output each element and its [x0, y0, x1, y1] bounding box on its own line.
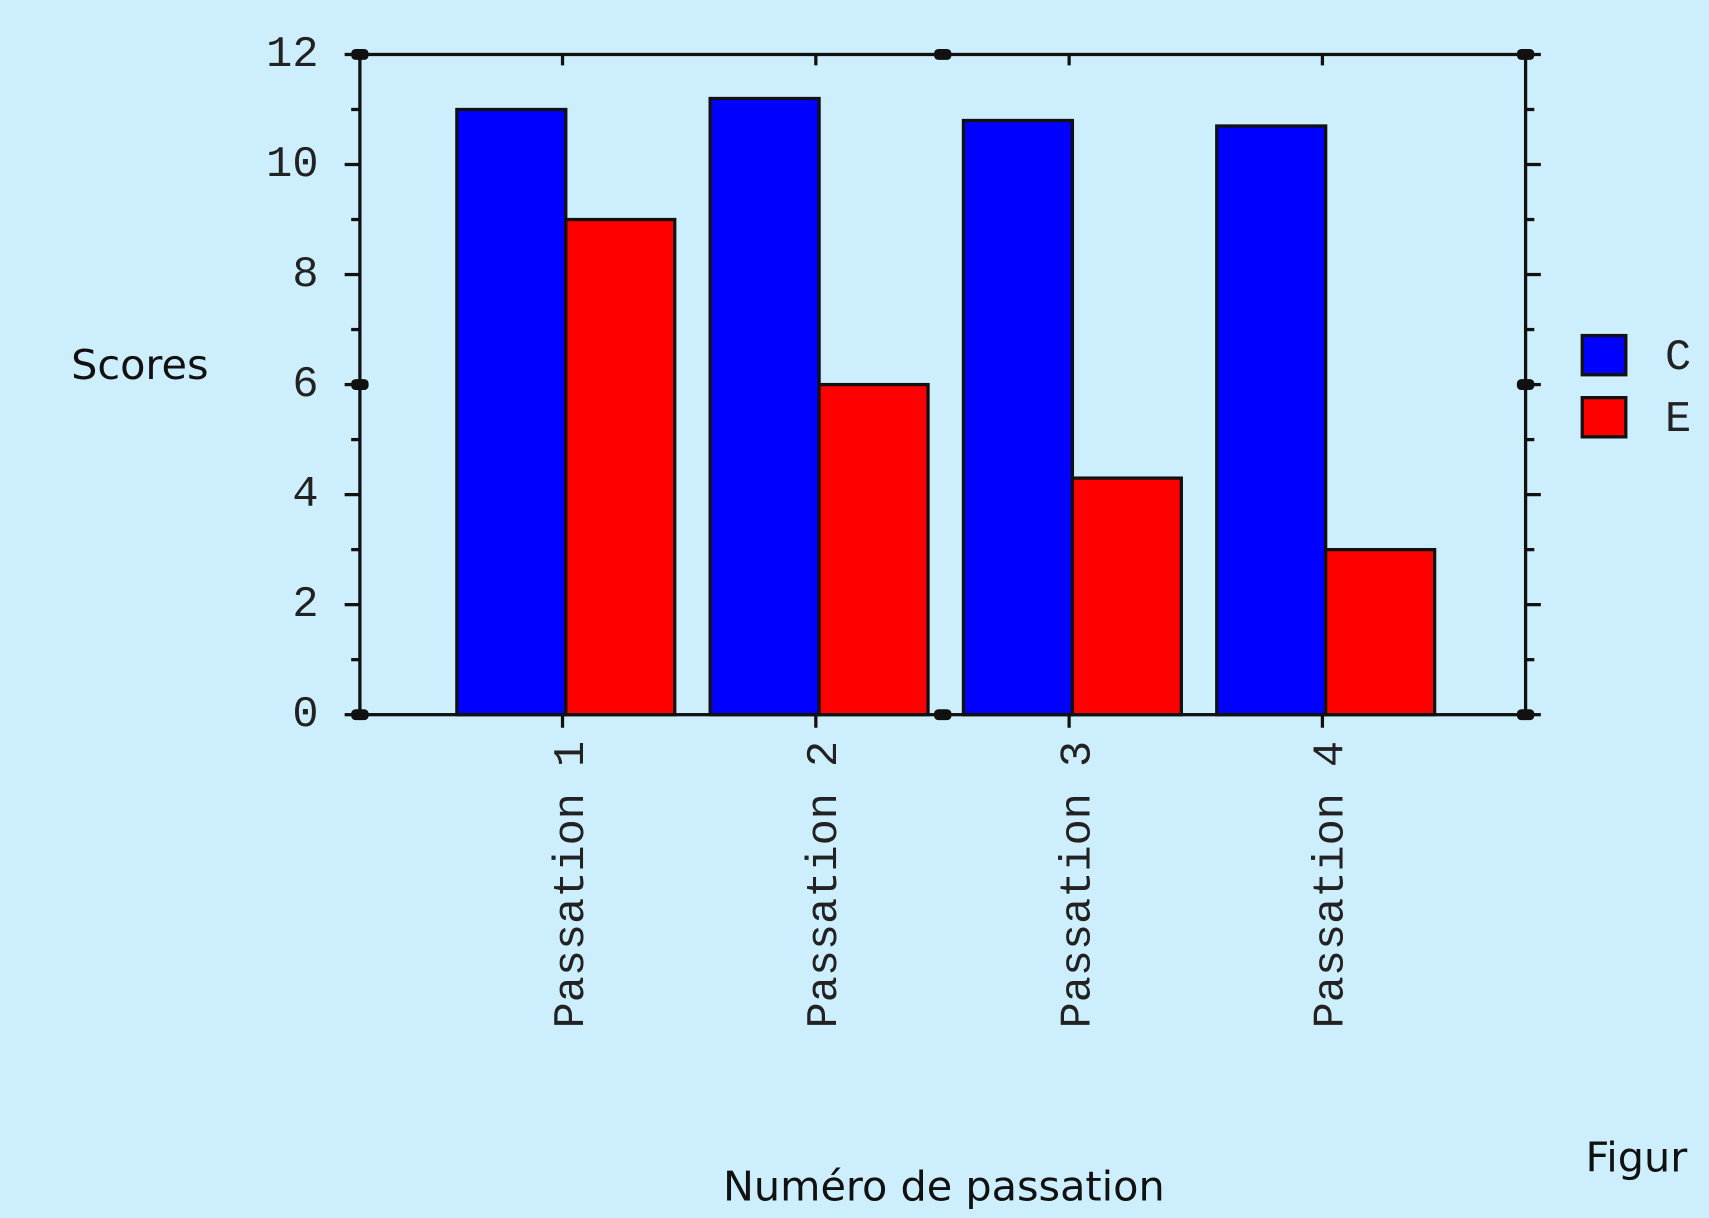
y-tick-label: 10	[266, 141, 318, 190]
x-tick-label: Passation 2	[801, 741, 850, 1029]
bar	[961, 118, 1075, 717]
frame-handle	[934, 709, 952, 721]
y-axis-label: Scores	[71, 341, 208, 389]
y-tick-label: 12	[266, 31, 318, 80]
caption: Figur	[1586, 1133, 1689, 1181]
frame-handle	[351, 709, 369, 721]
x-tick-label: Passation 4	[1308, 741, 1357, 1029]
bar	[455, 107, 568, 717]
bar	[1324, 547, 1437, 717]
legend-label: C	[1665, 334, 1691, 383]
y-tick-label: 0	[292, 691, 318, 740]
x-tick-group: Passation 2	[801, 741, 850, 1029]
legend-swatch	[1580, 333, 1628, 377]
bar	[817, 382, 930, 717]
frame-handle	[934, 49, 952, 60]
bar	[564, 217, 677, 717]
x-tick-group: Passation 1	[548, 741, 597, 1029]
x-tick-label: Passation 3	[1054, 741, 1103, 1029]
y-tick-label: 6	[292, 361, 318, 410]
y-tick-label: 4	[292, 471, 318, 520]
frame-handle	[1516, 379, 1535, 391]
x-axis-label: Numéro de passation	[723, 1163, 1165, 1211]
legend-label: E	[1665, 396, 1691, 445]
frame-handle	[1516, 49, 1535, 60]
frame-handle	[351, 49, 369, 60]
bar	[708, 96, 821, 717]
bar	[1070, 476, 1183, 717]
legend-swatch	[1580, 396, 1628, 439]
bar	[1215, 124, 1328, 717]
y-tick-label: 2	[292, 581, 318, 630]
frame-handle	[1516, 709, 1535, 721]
x-tick-group: Passation 4	[1308, 741, 1357, 1029]
x-tick-group: Passation 3	[1054, 741, 1103, 1029]
y-tick-label: 8	[292, 251, 318, 300]
x-tick-label: Passation 1	[548, 741, 597, 1029]
frame-handle	[351, 379, 369, 391]
